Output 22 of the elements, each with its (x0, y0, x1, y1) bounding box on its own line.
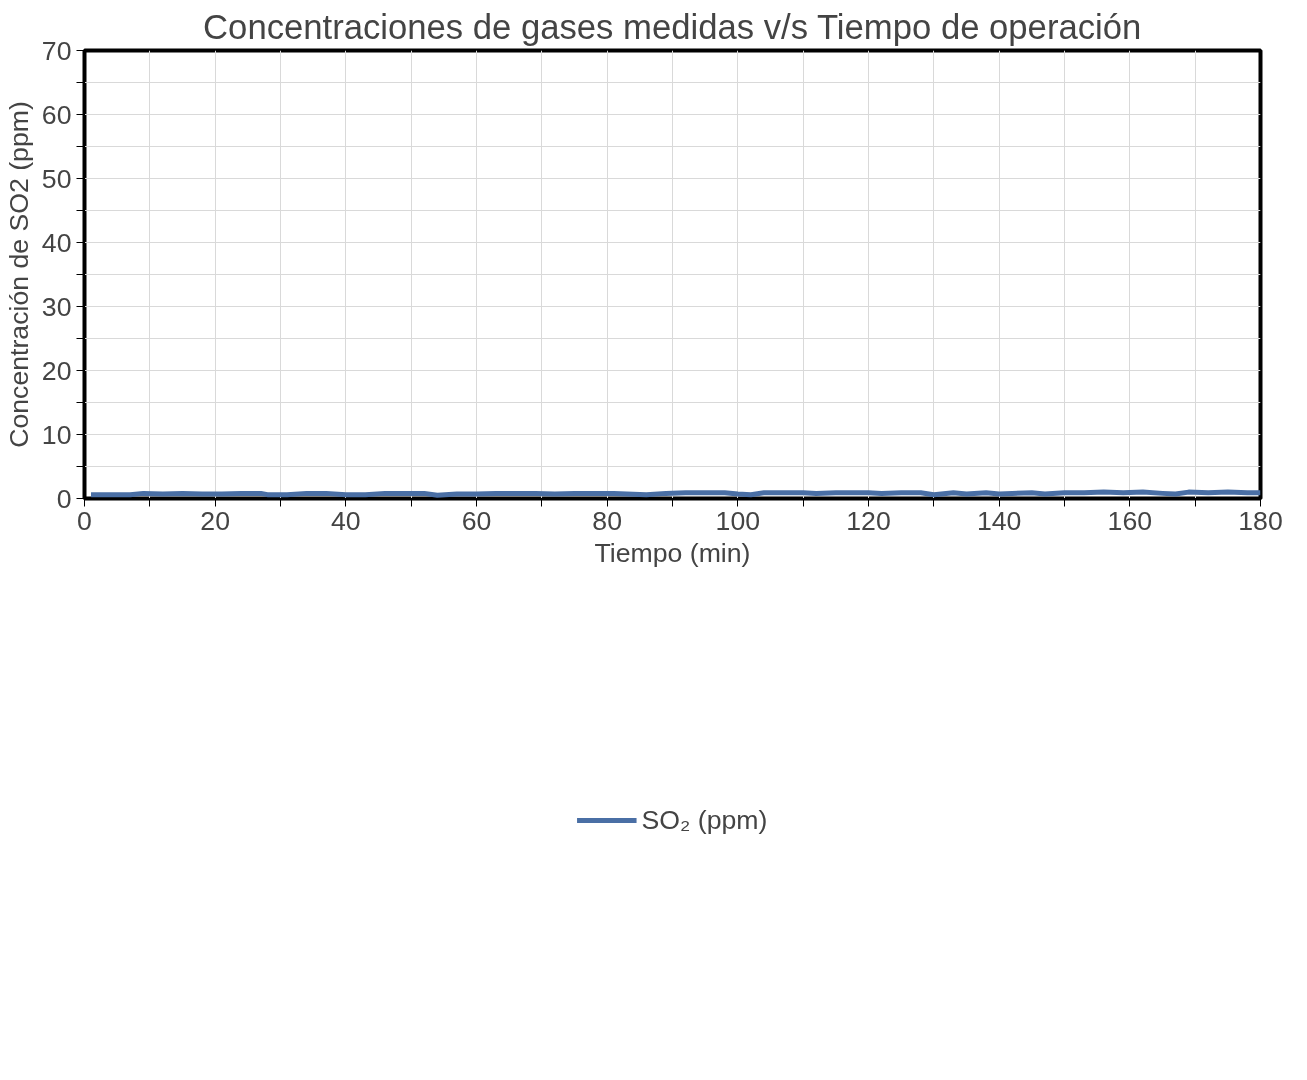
x-axis-title: Tiempo (min) (594, 537, 751, 568)
x-tick-label: 60 (461, 505, 492, 536)
legend-label: SO₂ (ppm) (641, 804, 768, 836)
x-tick-label: 20 (200, 505, 230, 536)
y-tick-label: 60 (41, 99, 72, 130)
x-tick-label: 0 (77, 505, 92, 536)
y-tick-label: 50 (41, 163, 72, 194)
x-tick-label: 100 (715, 505, 761, 536)
y-axis-title: Concentración de SO2 (ppm) (3, 101, 34, 448)
x-tick-label: 180 (1238, 505, 1283, 536)
x-tick-label: 40 (331, 505, 361, 536)
chart-title: Concentraciones de gases medidas v/s Tiempo de operación (203, 7, 1142, 46)
y-tick-label: 20 (41, 355, 72, 386)
x-tick-label: 120 (846, 505, 891, 536)
y-tick-label: 10 (41, 419, 72, 450)
x-tick-label: 160 (1107, 505, 1153, 536)
y-tick-label: 40 (41, 227, 72, 258)
x-tick-label: 140 (976, 505, 1022, 536)
y-tick-label: 0 (56, 483, 72, 514)
x-tick-label: 80 (592, 505, 622, 536)
y-tick-label: 70 (41, 35, 72, 66)
y-tick-label: 30 (41, 291, 72, 322)
